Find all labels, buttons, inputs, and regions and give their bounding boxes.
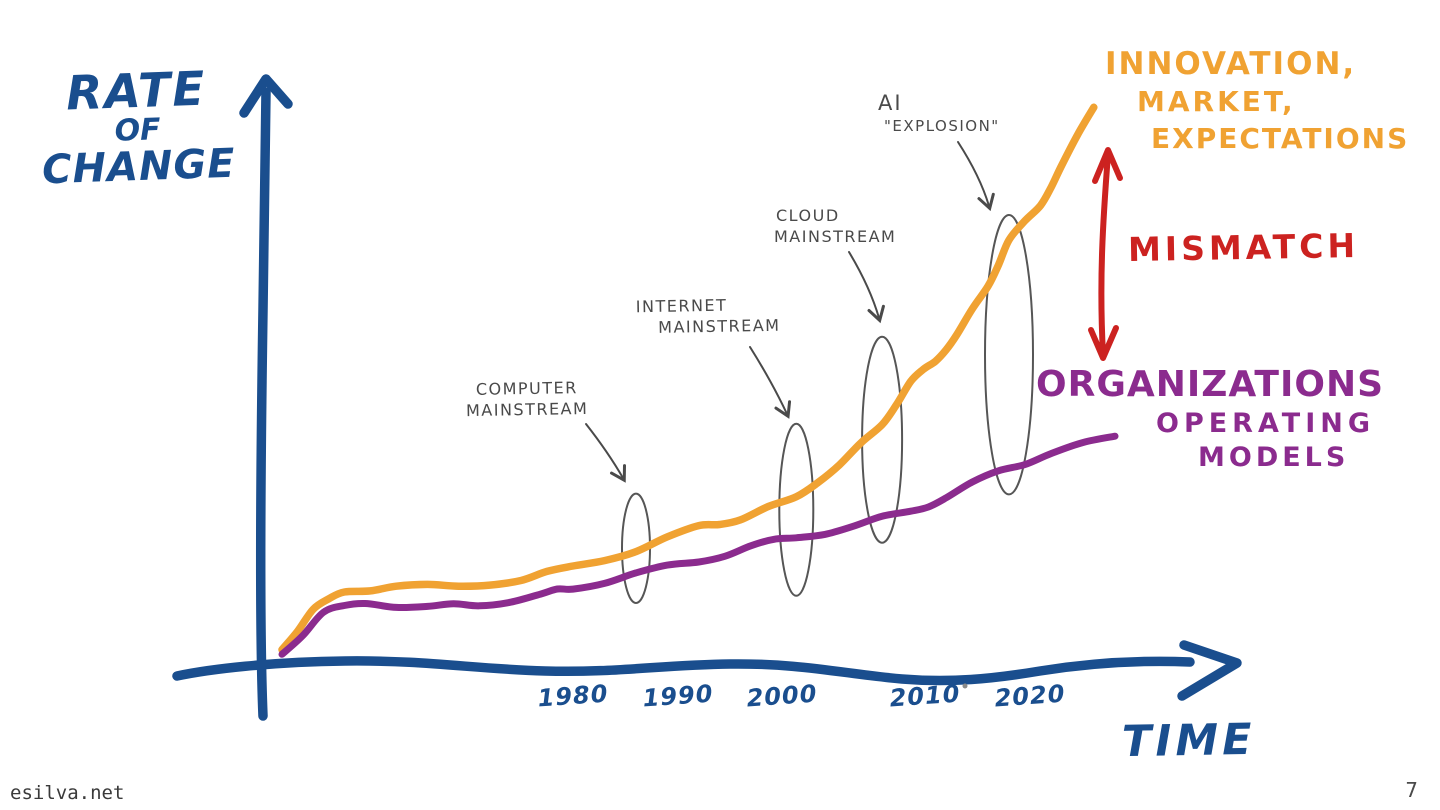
organizations-series-label-line: MODELS bbox=[1198, 441, 1350, 473]
page-number: 7 bbox=[1405, 778, 1418, 802]
mismatch-label: MISMATCH bbox=[1127, 225, 1360, 270]
footer-site-url: esilva.net bbox=[10, 782, 125, 804]
y-axis-label-line: RATE bbox=[65, 61, 208, 122]
innovation-series-label-line: INNOVATION, bbox=[1105, 46, 1357, 82]
annotation-label-cloud: CLOUD MAINSTREAM bbox=[774, 206, 897, 248]
x-axis-line bbox=[172, 656, 1195, 686]
cloud-annotation-arrow bbox=[848, 251, 885, 324]
annotation-label-line: COMPUTER bbox=[475, 378, 578, 399]
organizations-series-label-line: ORGANIZATIONS bbox=[1036, 364, 1385, 405]
annotation-ellipse bbox=[778, 422, 815, 597]
innovation-series-label: INNOVATION, MARKET, EXPECTATIONS bbox=[1105, 44, 1409, 157]
organizations-series-label: ORGANIZATIONS OPERATING MODELS bbox=[1036, 362, 1384, 475]
stray-pen-dot bbox=[962, 683, 968, 689]
annotation-label-line: INTERNET bbox=[635, 295, 728, 317]
x-axis-label: TIME bbox=[1121, 714, 1256, 768]
computer-annotation-arrow bbox=[585, 423, 626, 483]
y-axis-line bbox=[255, 87, 271, 721]
mismatch-arrow bbox=[1088, 147, 1123, 361]
annotation-label-line: "EXPLOSION" bbox=[884, 117, 1000, 136]
ai-annotation-arrow bbox=[957, 141, 995, 212]
internet-annotation-arrow bbox=[749, 346, 792, 419]
annotation-ellipse bbox=[984, 214, 1034, 496]
annotation-label-line: MAINSTREAM bbox=[774, 226, 897, 246]
annotation-label-line: MAINSTREAM bbox=[465, 398, 589, 420]
innovation-curve bbox=[278, 103, 1098, 654]
innovation-series-label-line: EXPECTATIONS bbox=[1151, 121, 1410, 155]
y-axis-label-line: CHANGE bbox=[41, 140, 237, 193]
annotation-label-internet: INTERNET MAINSTREAM bbox=[636, 295, 781, 339]
axes bbox=[172, 74, 1242, 721]
annotation-arrows bbox=[585, 141, 995, 483]
annotation-label-line: AI bbox=[878, 91, 903, 115]
y-axis-arrowhead bbox=[239, 74, 293, 118]
y-axis-label: RATE OF CHANGE bbox=[28, 61, 247, 193]
annotation-label-ai: AI "EXPLOSION" bbox=[878, 90, 1000, 137]
annotation-label-computer: COMPUTER MAINSTREAM bbox=[452, 378, 603, 422]
organizations-series-label-line: OPERATING bbox=[1156, 408, 1375, 439]
mismatch-arrow-head-bottom bbox=[1088, 325, 1119, 361]
innovation-series-label-line: MARKET, bbox=[1137, 85, 1296, 119]
series-curves bbox=[278, 103, 1119, 658]
annotation-ellipses bbox=[621, 214, 1034, 604]
annotation-label-line: MAINSTREAM bbox=[658, 315, 781, 337]
mismatch-arrow-line bbox=[1098, 151, 1111, 357]
organizations-curve bbox=[278, 432, 1119, 658]
annotation-label-line: CLOUD bbox=[776, 206, 840, 225]
mismatch-arrow-head-top bbox=[1092, 147, 1123, 184]
x-axis-arrowhead bbox=[1177, 640, 1242, 701]
